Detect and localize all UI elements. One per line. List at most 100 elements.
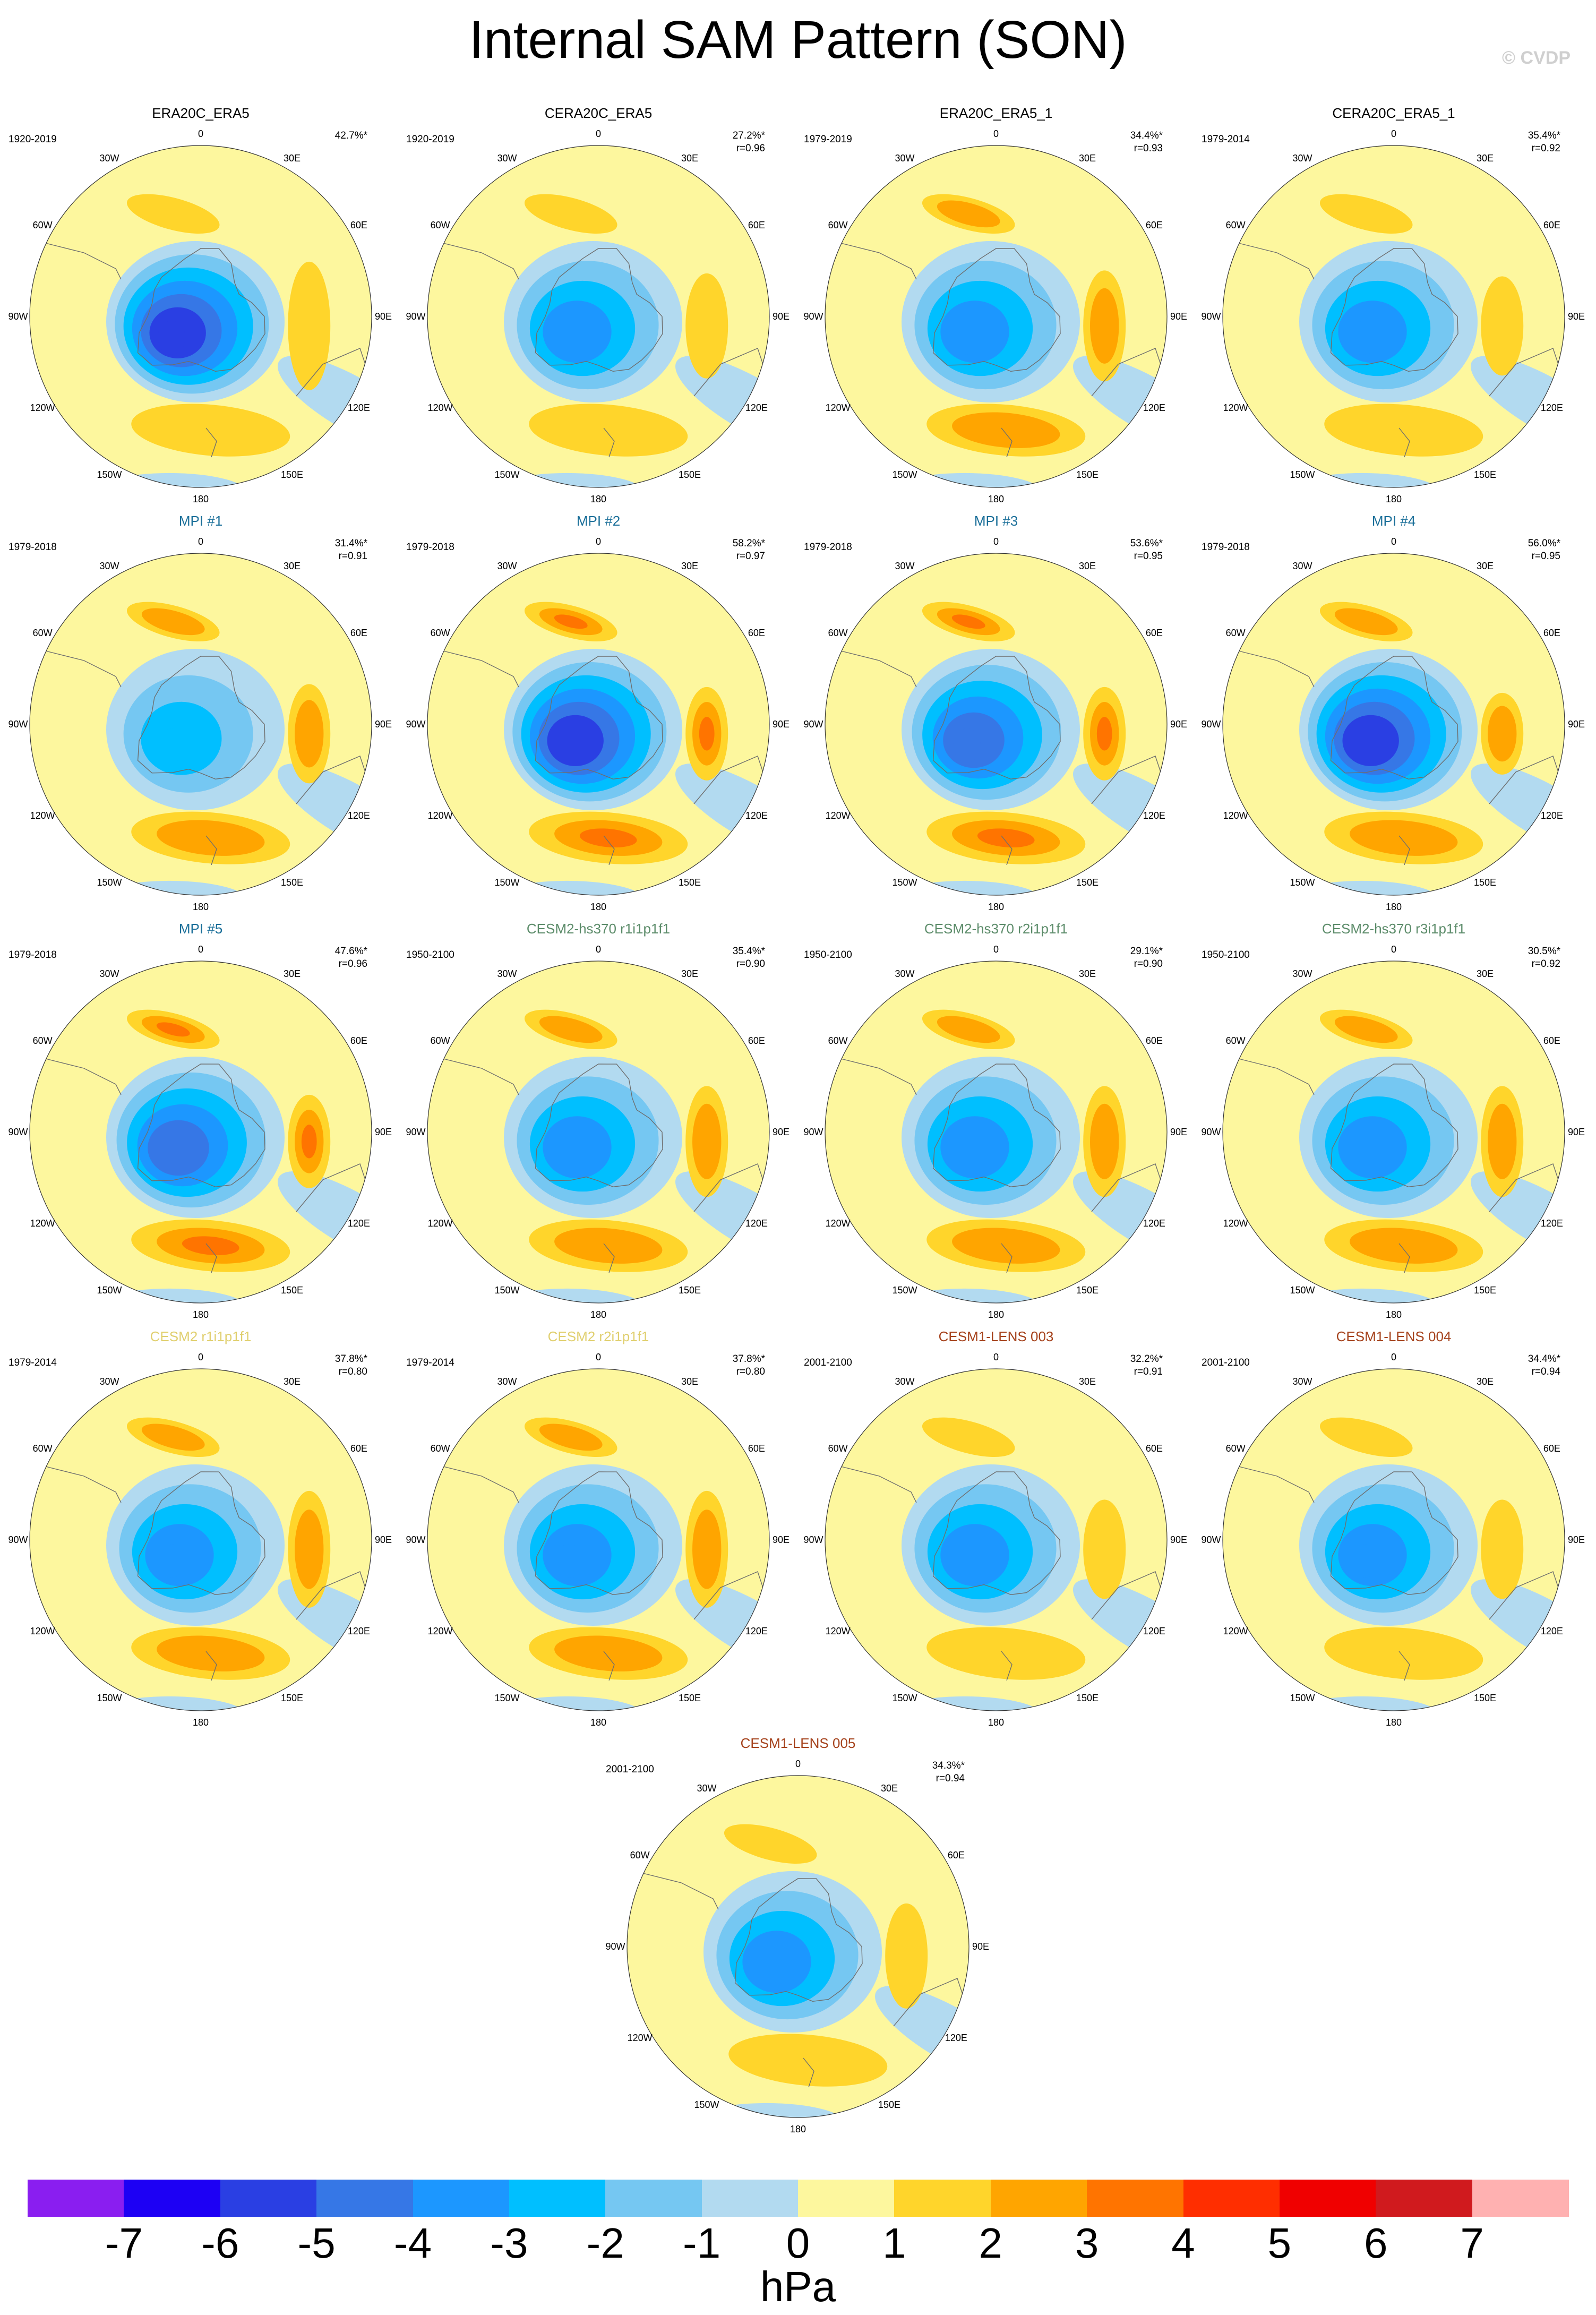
colorbar bbox=[28, 2180, 1569, 2217]
longitude-label: 0 bbox=[198, 1352, 203, 1362]
map-frame bbox=[427, 145, 770, 488]
longitude-label: 60E bbox=[1146, 1443, 1163, 1454]
longitude-label: 180 bbox=[193, 902, 209, 912]
colorbar-cell bbox=[1376, 2180, 1473, 2217]
colorbar-cell bbox=[124, 2180, 221, 2217]
positive-anomaly-region bbox=[1096, 717, 1112, 751]
new-zealand-coastline bbox=[1398, 1651, 1410, 1681]
map-frame bbox=[427, 961, 770, 1304]
longitude-label: 90W bbox=[406, 1534, 425, 1545]
colorbar-tick-label: 4 bbox=[1171, 2219, 1195, 2267]
longitude-label: 120E bbox=[1541, 810, 1563, 821]
longitude-label: 30W bbox=[895, 153, 914, 164]
positive-anomaly-region bbox=[1090, 288, 1119, 364]
positive-anomaly-region bbox=[1488, 706, 1517, 762]
positive-anomaly-region bbox=[288, 261, 331, 390]
panel-title: CESM1-LENS 005 bbox=[740, 1735, 856, 1751]
longitude-label: 60W bbox=[431, 220, 450, 230]
longitude-label: 60W bbox=[33, 1443, 53, 1454]
longitude-label: 30W bbox=[497, 1376, 517, 1387]
longitude-label: 120E bbox=[1143, 402, 1165, 413]
positive-anomaly-region bbox=[699, 717, 715, 751]
south-america-coastline bbox=[836, 242, 917, 280]
positive-anomaly-region bbox=[579, 828, 637, 848]
map-panel: 0 30E 60E 90E 120E 150E 180 150W 120W 90W 60W 30W MP… bbox=[1195, 512, 1592, 920]
longitude-label: 120W bbox=[1223, 810, 1248, 821]
new-zealand-coastline bbox=[205, 427, 217, 458]
longitude-label: 150W bbox=[1290, 1693, 1315, 1703]
polar-map: 0 30E 60E 90E 120E 150E 180 150W 120W 90W 60W 30W bbox=[406, 1352, 790, 1728]
panel-years: 2001-2100 bbox=[606, 1764, 654, 1775]
longitude-label: 30W bbox=[497, 968, 517, 979]
panel-years: 1920-2019 bbox=[406, 134, 454, 145]
longitude-label: 120W bbox=[826, 1626, 851, 1636]
longitude-label: 180 bbox=[988, 902, 1004, 912]
map-panel: 0 30E 60E 90E 120E 150E 180 150W 120W 90W 60W 30W CE… bbox=[1195, 920, 1592, 1327]
longitude-label: 60E bbox=[748, 628, 765, 638]
longitude-label: 90E bbox=[1568, 311, 1585, 322]
longitude-label: 60W bbox=[1226, 628, 1246, 638]
longitude-label: 180 bbox=[1386, 494, 1402, 504]
south-america-coastline bbox=[41, 1465, 122, 1503]
longitude-label: 150E bbox=[1076, 1693, 1099, 1703]
longitude-label: 60E bbox=[350, 220, 367, 230]
longitude-label: 150E bbox=[1076, 1285, 1099, 1296]
panel-title: CERA20C_ERA5_1 bbox=[1332, 105, 1455, 121]
longitude-label: 60W bbox=[1226, 1035, 1246, 1046]
positive-anomaly-region bbox=[1334, 608, 1398, 636]
negative-anomaly-core bbox=[1351, 321, 1378, 355]
colorbar-tick-label: -7 bbox=[105, 2219, 143, 2267]
map-frame bbox=[29, 145, 372, 488]
colorbar-tick-label: 3 bbox=[1075, 2219, 1099, 2267]
map-panel: 0 30E 60E 90E 120E 150E 180 150W 120W 90W 60W 30W CE… bbox=[1195, 1327, 1592, 1735]
colorbar-cell bbox=[701, 2180, 799, 2217]
longitude-label: 120E bbox=[745, 810, 768, 821]
negative-anomaly-region bbox=[1342, 715, 1399, 766]
longitude-label: 120E bbox=[1143, 1626, 1165, 1636]
positive-anomaly-region bbox=[554, 1228, 663, 1264]
colorbar-cell bbox=[798, 2180, 895, 2217]
panel-years: 2001-2100 bbox=[804, 1357, 852, 1368]
longitude-label: 120W bbox=[826, 810, 851, 821]
longitude-label: 150W bbox=[97, 877, 122, 888]
longitude-label: 120W bbox=[628, 2033, 653, 2043]
new-zealand-coastline bbox=[803, 2057, 814, 2088]
longitude-label: 90E bbox=[1568, 1127, 1585, 1137]
panel-years: 1950-2100 bbox=[406, 949, 454, 961]
panel-variance-explained: 58.2%* r=0.97 bbox=[732, 538, 765, 562]
positive-anomaly-region bbox=[524, 194, 617, 234]
colorbar-cell bbox=[413, 2180, 510, 2217]
antarctica-coastline bbox=[1330, 248, 1458, 372]
negative-anomaly-region bbox=[543, 1116, 612, 1179]
longitude-label: 120E bbox=[1541, 1626, 1563, 1636]
longitude-label: 150W bbox=[494, 1693, 519, 1703]
panel-pattern-correlation: r=0.96 bbox=[338, 958, 367, 970]
longitude-label: 150E bbox=[1474, 877, 1496, 888]
longitude-label: 60E bbox=[748, 220, 765, 230]
longitude-label: 60E bbox=[1543, 628, 1560, 638]
longitude-label: 120E bbox=[348, 810, 370, 821]
longitude-label: 120E bbox=[1143, 810, 1165, 821]
longitude-label: 90E bbox=[375, 719, 392, 730]
longitude-label: 0 bbox=[198, 944, 203, 955]
positive-anomaly-region bbox=[1083, 1499, 1126, 1599]
longitude-label: 120W bbox=[826, 402, 851, 413]
longitude-label: 60W bbox=[33, 220, 53, 230]
panel-variance-explained: 35.4%* r=0.90 bbox=[732, 946, 765, 970]
longitude-label: 150W bbox=[1290, 469, 1315, 480]
longitude-label: 60E bbox=[1146, 220, 1163, 230]
map-panel: 0 30E 60E 90E 120E 150E 180 150W 120W 90W 60W 30W ER… bbox=[2, 104, 399, 512]
longitude-label: 0 bbox=[1391, 944, 1396, 955]
antarctica-coastline bbox=[932, 1064, 1061, 1188]
map-panel: 0 30E 60E 90E 120E 150E 180 150W 120W 90W 60W 30W MP… bbox=[2, 512, 399, 920]
longitude-label: 150W bbox=[694, 2099, 719, 2110]
positive-anomaly-region bbox=[724, 1824, 817, 1864]
positive-anomaly-region bbox=[539, 1016, 603, 1043]
longitude-label: 0 bbox=[993, 1352, 999, 1362]
colorbar-tick-label: -4 bbox=[393, 2219, 432, 2267]
longitude-label: 30E bbox=[881, 1783, 898, 1794]
south-america-coastline bbox=[439, 242, 519, 280]
longitude-label: 90E bbox=[1170, 719, 1187, 730]
map-panel: 0 30E 60E 90E 120E 150E 180 150W 120W 90W 60W 30W CE… bbox=[400, 1327, 797, 1735]
map-frame bbox=[1222, 145, 1565, 488]
